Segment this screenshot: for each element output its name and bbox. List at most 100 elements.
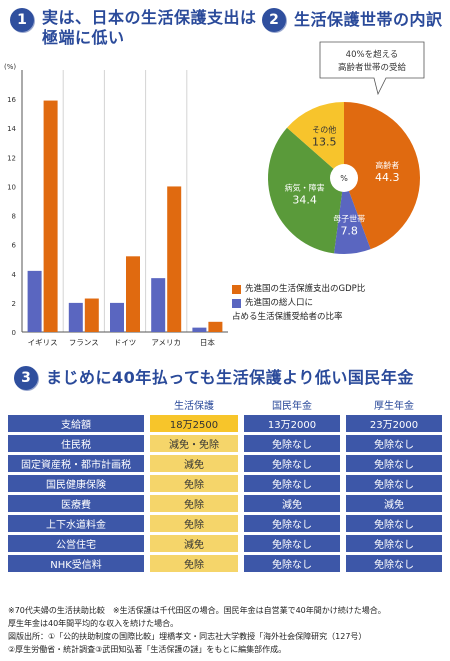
table-cell: 免除なし xyxy=(346,535,442,552)
row-label: 国民健康保険 xyxy=(8,475,144,492)
table-cell: 免除 xyxy=(150,515,238,532)
row-label: 固定資産税・都市計画税 xyxy=(8,455,144,472)
x-tick-label: 日本 xyxy=(200,337,215,347)
column-header-employee-pension: 厚生年金 xyxy=(374,401,414,412)
row-label: NHK受信料 xyxy=(8,555,144,572)
y-tick-label: 8 xyxy=(12,213,16,221)
bar-ratio xyxy=(192,327,207,332)
table-cell: 減免 xyxy=(346,495,442,512)
footnote-line3: 図版出所：①「公的扶助制度の国際比較」埋橋孝文・同志社大学教授「海外社会保障研究… xyxy=(8,632,367,641)
section1-title: 実は、日本の生活保護支出は 極端に低い xyxy=(42,8,257,48)
cell-gap xyxy=(340,475,346,492)
table-row: 住民税 減免・免除 免除なし 免除なし xyxy=(8,435,442,452)
table-cell: 18万2500 xyxy=(150,415,238,432)
section1-title-line1: 実は、日本の生活保護支出は xyxy=(42,8,257,27)
bar-chart: (%) 0 2 4 6 8 10 12 14 16 イギリス フランス ドイツ アメリカ 日本 xyxy=(4,63,228,347)
table-cell: 免除なし xyxy=(244,535,340,552)
table-cell: 免除なし xyxy=(244,435,340,452)
cell-gap xyxy=(238,455,244,472)
callout-line2: 高齢者世帯の受給 xyxy=(338,62,407,73)
table-cell: 減免 xyxy=(244,495,340,512)
cell-gap xyxy=(144,555,150,572)
cell-gap xyxy=(144,415,150,432)
cell-gap xyxy=(340,555,346,572)
y-tick-label: 4 xyxy=(12,271,17,279)
comparison-table: 生活保護 国民年金 厚生年金 支給額 18万2500 13万2000 23万2000 住… xyxy=(8,394,442,575)
row-label: 医療費 xyxy=(8,495,144,512)
cell-gap xyxy=(144,535,150,552)
column-header-national-pension: 国民年金 xyxy=(272,401,312,412)
table-row: 国民健康保険 免除 免除なし 免除なし xyxy=(8,475,442,492)
cell-gap xyxy=(340,455,346,472)
x-tick-label: アメリカ xyxy=(151,338,181,347)
section3-title: まじめに40年払っても生活保護より低い国民年金 xyxy=(46,368,414,387)
section2-title: 生活保護世帯の内訳 xyxy=(294,10,443,29)
pie-slice-label: 病気・障害 xyxy=(285,183,325,193)
table-row: NHK受信料 免除 免除なし 免除なし xyxy=(8,555,442,572)
cell-gap xyxy=(144,455,150,472)
table-cell: 免除なし xyxy=(244,455,340,472)
bar-ratio xyxy=(151,278,166,332)
bar-gdp xyxy=(43,100,58,332)
y-tick-label: 16 xyxy=(7,96,16,104)
section1-title-line2: 極端に低い xyxy=(42,28,125,47)
cell-gap xyxy=(340,435,346,452)
table-cell: 免除 xyxy=(150,555,238,572)
legend-label-ratio-line1: 先進国の総人口に xyxy=(245,298,314,308)
row-label: 公営住宅 xyxy=(8,535,144,552)
table-cell: 減免 xyxy=(150,455,238,472)
table-cell: 免除なし xyxy=(244,475,340,492)
table-cell: 減免・免除 xyxy=(150,435,238,452)
section1-number: 1 xyxy=(10,8,34,32)
table-cell: 免除 xyxy=(150,495,238,512)
y-tick-label: 2 xyxy=(12,300,16,308)
callout-box xyxy=(319,41,425,96)
table-row: 上下水道料金 免除 免除なし 免除なし xyxy=(8,515,442,532)
table-cell: 免除なし xyxy=(346,435,442,452)
table-row: 医療費 免除 減免 減免 xyxy=(8,495,442,512)
pie-slice-value: 44.3 xyxy=(375,171,400,184)
bar-ratio xyxy=(27,270,42,332)
legend-swatch-blue xyxy=(232,298,241,308)
table-cell: 免除なし xyxy=(346,455,442,472)
row-label: 住民税 xyxy=(8,435,144,452)
cell-gap xyxy=(238,535,244,552)
bar-legend: 先進国の生活保護支出のGDP比 先進国の総人口に 占める生活保護受給者の比率 xyxy=(232,282,365,324)
table-cell: 免除なし xyxy=(346,555,442,572)
cell-gap xyxy=(238,415,244,432)
cell-gap xyxy=(238,515,244,532)
pie-slice-value: 7.8 xyxy=(340,225,358,238)
table-cell: 13万2000 xyxy=(244,415,340,432)
section2-number: 2 xyxy=(262,8,286,32)
column-header-welfare: 生活保護 xyxy=(174,401,214,412)
pie-slice xyxy=(286,102,344,178)
legend-item-gdp: 先進国の生活保護支出のGDP比 xyxy=(232,282,365,296)
bar-ratio xyxy=(68,302,83,332)
x-tick-label: イギリス xyxy=(28,338,58,347)
table-row: 支給額 18万2500 13万2000 23万2000 xyxy=(8,415,442,432)
bar-gdp xyxy=(208,321,223,332)
pie-center-label: % xyxy=(340,174,348,183)
y-tick-label: 12 xyxy=(7,154,16,162)
bar-gdp xyxy=(126,256,140,332)
pie-center xyxy=(330,164,358,192)
table-row: 公営住宅 減免 免除なし 免除なし xyxy=(8,535,442,552)
bar-gdp xyxy=(84,298,99,332)
table-header-blank xyxy=(8,397,144,412)
y-tick-label: 14 xyxy=(7,125,16,133)
table-cell: 免除 xyxy=(150,475,238,492)
bar-ratio xyxy=(110,302,124,332)
section3-header: 3 まじめに40年払っても生活保護より低い国民年金 xyxy=(14,366,414,390)
cell-gap xyxy=(238,435,244,452)
footnote-line2: 厚生年金は40年間平均的な収入を続けた場合。 xyxy=(8,619,179,628)
legend-label-ratio-line2: 占める生活保護受給者の比率 xyxy=(232,312,343,322)
table-cell: 免除なし xyxy=(346,475,442,492)
pie-slice xyxy=(344,102,420,250)
footnote-line4: ②厚生労働省・統計調査③武田知弘著「生活保護の謎」をもとに編集部作成。 xyxy=(8,645,287,654)
legend-label-gdp: 先進国の生活保護支出のGDP比 xyxy=(245,284,366,294)
x-tick-label: フランス xyxy=(69,338,99,347)
y-axis-unit: (%) xyxy=(4,63,16,71)
bar-gdp xyxy=(167,186,182,332)
row-label: 支給額 xyxy=(8,415,144,432)
cell-gap xyxy=(340,515,346,532)
